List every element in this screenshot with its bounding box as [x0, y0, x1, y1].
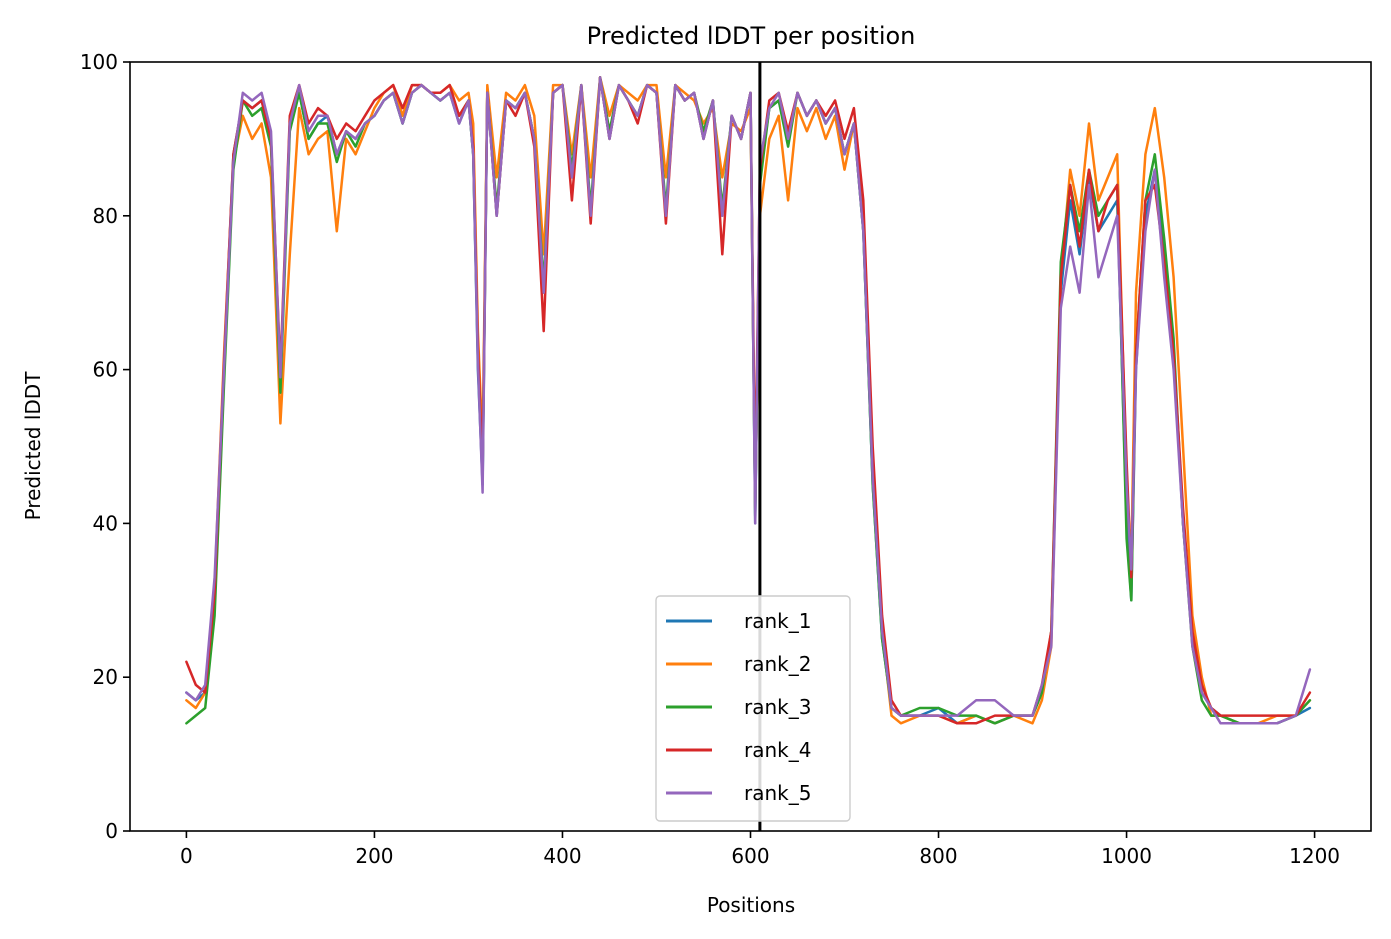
legend-label-rank_2: rank_2 — [744, 652, 811, 676]
series-line-rank_2 — [185, 76, 1312, 725]
legend-box — [655, 595, 851, 822]
x-tick-label: 600 — [731, 844, 769, 868]
x-tick-label: 1000 — [1101, 844, 1152, 868]
legend-label-rank_4: rank_4 — [744, 738, 811, 762]
x-tick-label: 1200 — [1289, 844, 1340, 868]
x-tick-label: 800 — [919, 844, 957, 868]
y-tick-label: 20 — [93, 665, 118, 689]
legend-label-rank_5: rank_5 — [744, 781, 811, 805]
y-tick-label: 40 — [93, 511, 118, 535]
y-tick-label: 60 — [93, 358, 118, 382]
legend: rank_1 rank_2 rank_3 rank_4 rank_5 — [655, 595, 851, 822]
y-axis-label: Predicted lDDT — [21, 371, 45, 521]
y-tick-label: 100 — [80, 50, 118, 74]
y-tick-label: 0 — [105, 819, 118, 843]
legend-label-rank_1: rank_1 — [744, 609, 811, 633]
chart-title: Predicted lDDT per position — [587, 22, 916, 50]
x-tick-label: 0 — [180, 844, 193, 868]
y-tick-label: 80 — [93, 204, 118, 228]
x-axis-label: Positions — [707, 893, 795, 917]
x-tick-label: 200 — [355, 844, 393, 868]
series-line-rank_5 — [185, 76, 1312, 725]
x-tick-label: 400 — [543, 844, 581, 868]
plot-area: 0 200 400 600 800 1000 1200 0 20 40 60 80 100 — [80, 50, 1372, 868]
legend-label-rank_3: rank_3 — [744, 695, 811, 719]
